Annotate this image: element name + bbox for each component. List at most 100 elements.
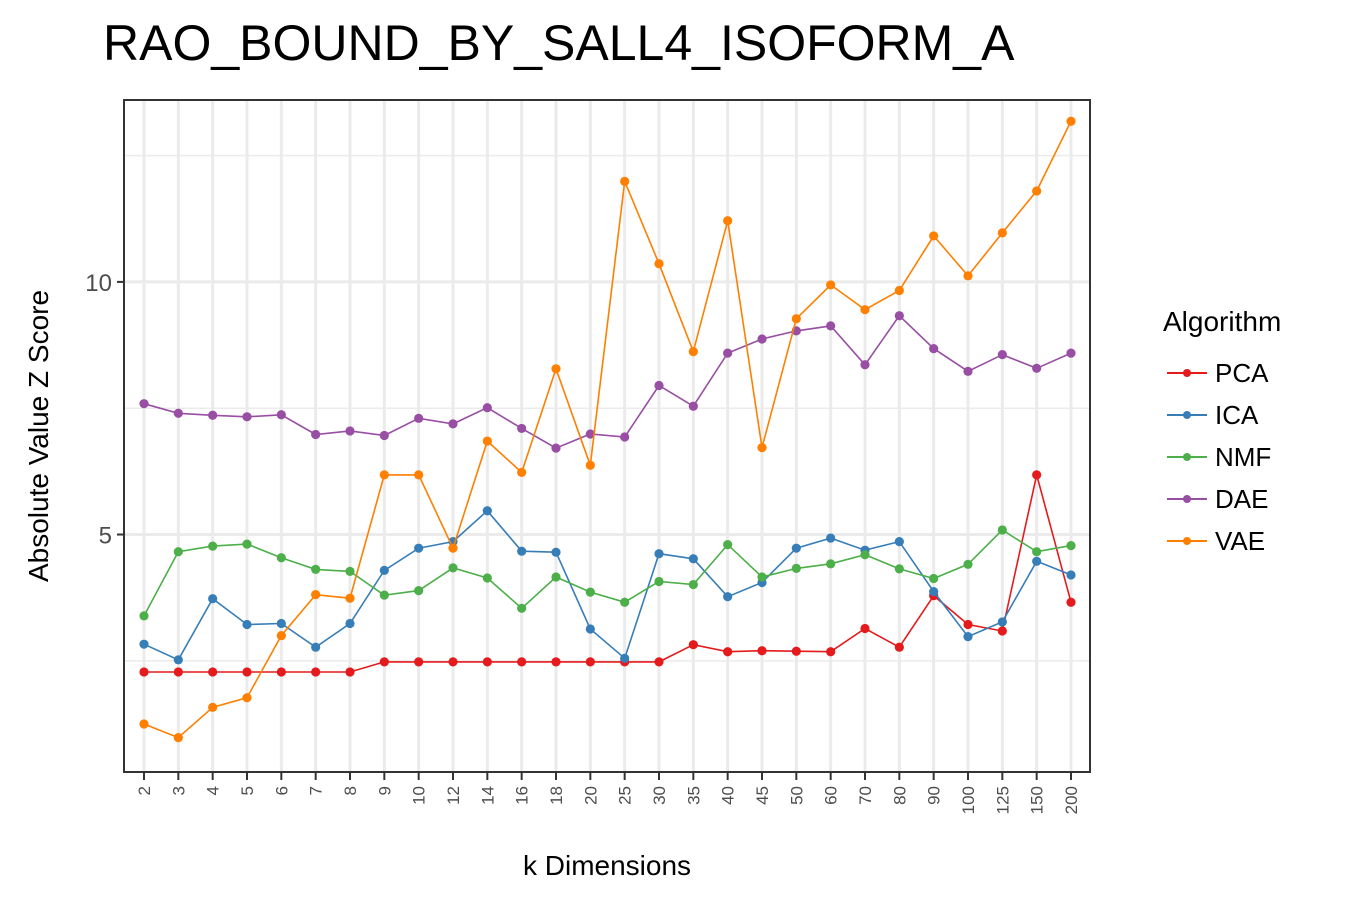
x-tick-label: 40	[719, 786, 738, 805]
data-point-vae	[723, 216, 733, 226]
data-point-dae	[242, 412, 252, 422]
legend-label: DAE	[1215, 483, 1269, 514]
data-point-nmf	[139, 611, 149, 621]
data-point-nmf	[963, 559, 973, 569]
data-point-vae	[173, 733, 183, 743]
data-point-dae	[1066, 348, 1076, 358]
data-point-nmf	[173, 547, 183, 557]
data-point-vae	[894, 285, 904, 296]
data-point-ica	[1032, 556, 1042, 566]
data-point-dae	[448, 419, 458, 429]
data-point-ica	[997, 617, 1007, 627]
x-tick-label: 18	[547, 786, 566, 805]
series-dae	[139, 311, 1076, 453]
data-point-dae	[757, 334, 767, 344]
legend-key	[1163, 436, 1211, 478]
data-point-pca	[894, 642, 904, 652]
data-point-dae	[379, 430, 389, 441]
data-point-vae	[448, 543, 458, 553]
data-point-dae	[688, 401, 698, 411]
x-tick-label: 4	[204, 786, 223, 795]
data-point-nmf	[448, 563, 458, 573]
legend-label: NMF	[1215, 441, 1272, 472]
x-tick-label: 6	[272, 786, 291, 795]
series-vae	[139, 116, 1076, 743]
x-tick-label: 12	[444, 786, 463, 805]
series-ica	[139, 506, 1076, 665]
data-point-nmf	[1032, 547, 1042, 557]
series-line-dae	[143, 314, 1072, 449]
x-tick-label: 7	[307, 786, 326, 795]
series-layer	[139, 116, 1076, 743]
data-point-pca	[414, 657, 424, 667]
data-point-nmf	[585, 587, 595, 597]
data-point-pca	[791, 646, 801, 656]
data-point-pca	[208, 667, 218, 677]
x-tick-label: 70	[856, 786, 875, 805]
chart-title: RAO_BOUND_BY_SALL4_ISOFORM_A	[103, 15, 1015, 71]
data-point-vae	[551, 364, 561, 374]
data-point-dae	[345, 426, 355, 436]
x-tick-label: 5	[238, 786, 257, 795]
data-point-vae	[379, 470, 389, 480]
data-point-vae	[654, 259, 664, 269]
data-point-ica	[173, 655, 183, 665]
data-point-ica	[826, 533, 836, 543]
x-tick-label: 125	[993, 786, 1012, 814]
data-point-vae	[826, 280, 836, 290]
legend: Algorithm PCA ICA NMF DAE VAE	[1163, 306, 1281, 562]
data-point-ica	[139, 639, 149, 649]
data-point-nmf	[379, 590, 389, 600]
data-point-vae	[757, 443, 767, 453]
data-point-ica	[482, 506, 492, 516]
data-point-nmf	[654, 576, 664, 587]
legend-item-ica: ICA	[1163, 394, 1281, 436]
x-tick-label: 80	[890, 786, 909, 805]
data-point-dae	[723, 348, 733, 358]
legend-item-nmf: NMF	[1163, 436, 1281, 478]
data-point-vae	[139, 719, 149, 729]
data-point-dae	[929, 343, 939, 354]
x-axis-title: k Dimensions	[523, 850, 691, 881]
data-point-vae	[482, 436, 492, 446]
data-point-dae	[997, 350, 1007, 360]
x-tick-label: 3	[169, 786, 188, 795]
legend-key	[1163, 520, 1211, 562]
data-point-pca	[448, 657, 458, 667]
data-point-ica	[654, 549, 664, 559]
data-point-ica	[311, 642, 321, 652]
data-point-nmf	[242, 539, 252, 549]
data-point-dae	[826, 321, 836, 331]
data-point-pca	[311, 667, 321, 677]
data-point-nmf	[620, 597, 630, 607]
data-point-dae	[208, 410, 218, 420]
series-line-pca	[144, 474, 1072, 673]
data-point-dae	[1032, 363, 1042, 373]
data-point-ica	[791, 543, 801, 553]
data-point-nmf	[723, 540, 733, 550]
x-tick-label: 25	[616, 786, 635, 805]
x-tick-label: 20	[581, 786, 600, 805]
data-point-nmf	[826, 559, 836, 569]
data-point-ica	[1066, 570, 1076, 580]
series-pca	[139, 470, 1076, 677]
data-point-dae	[276, 410, 286, 420]
data-point-dae	[517, 423, 527, 434]
data-point-vae	[963, 271, 973, 281]
data-point-dae	[860, 360, 870, 370]
x-tick-label: 16	[513, 786, 532, 805]
x-tick-label: 30	[650, 786, 669, 805]
data-point-pca	[276, 667, 286, 677]
series-line-nmf	[143, 528, 1072, 617]
series-line-ica	[143, 509, 1072, 661]
series-line-vae	[143, 120, 1072, 739]
x-tick-label: 200	[1062, 786, 1081, 814]
x-tick-label: 35	[684, 786, 703, 805]
data-point-vae	[276, 630, 286, 641]
legend-items: PCA ICA NMF DAE VAE	[1163, 352, 1281, 562]
data-point-vae	[345, 593, 355, 603]
data-point-vae	[688, 347, 698, 357]
data-point-ica	[688, 554, 698, 564]
data-point-nmf	[929, 573, 939, 584]
data-point-pca	[826, 647, 836, 657]
